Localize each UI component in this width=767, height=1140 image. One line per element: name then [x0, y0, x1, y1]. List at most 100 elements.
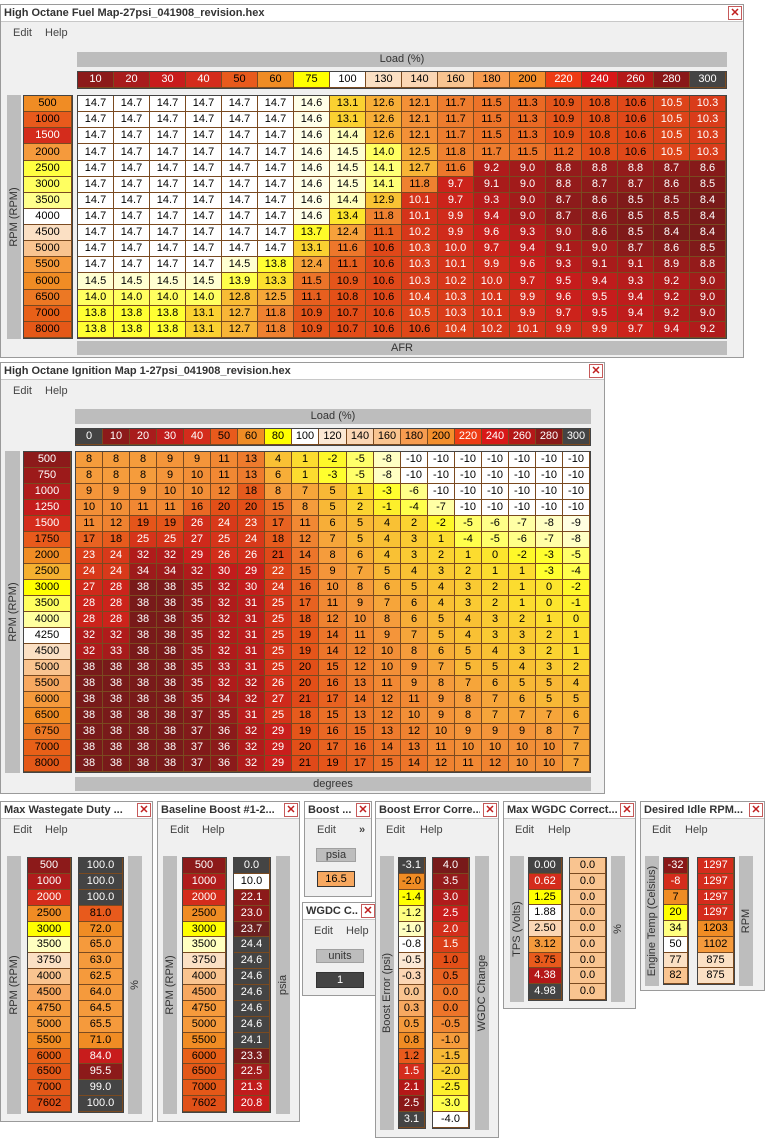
ignition-cell[interactable]: -8: [536, 516, 563, 532]
fuel-cell[interactable]: 12.1: [402, 128, 438, 144]
fuel-cell[interactable]: 10.2: [474, 322, 510, 338]
fuel-cell[interactable]: 10.4: [438, 322, 474, 338]
ignition-cell[interactable]: 38: [76, 756, 103, 772]
rpm-header-cell[interactable]: 1250: [24, 500, 71, 516]
ignition-cell[interactable]: 5: [374, 564, 401, 580]
bb-cell[interactable]: 0.0: [234, 858, 270, 874]
ignition-cell[interactable]: 9: [374, 628, 401, 644]
ignition-cell[interactable]: 4: [455, 612, 482, 628]
fuel-cell[interactable]: 9.1: [474, 177, 510, 193]
fuel-cell[interactable]: 11.8: [438, 144, 474, 161]
ignition-cell[interactable]: 1: [563, 628, 590, 644]
ignition-cell[interactable]: 38: [157, 756, 184, 772]
ignition-cell[interactable]: 10: [319, 580, 347, 596]
ignition-cell[interactable]: 8: [319, 548, 347, 564]
ignition-cell[interactable]: 12: [482, 756, 509, 772]
menu-edit[interactable]: Edit: [652, 824, 671, 836]
ignition-cell[interactable]: 17: [265, 516, 292, 532]
fuel-cell[interactable]: 9.4: [654, 322, 690, 338]
rpm-header-cell[interactable]: 2000: [183, 890, 226, 906]
wg-cell[interactable]: 100.0: [79, 1096, 123, 1112]
temp-header-cell[interactable]: -8: [664, 874, 688, 890]
load-header-cell[interactable]: 10: [103, 429, 130, 445]
fuel-cell[interactable]: 11.6: [438, 161, 474, 177]
ignition-cell[interactable]: 10: [157, 484, 184, 500]
mwc-titlebar[interactable]: Max WGDC Correct... ✕: [504, 802, 635, 819]
bb-cell[interactable]: 22.1: [234, 890, 270, 906]
ignition-cell[interactable]: 12: [401, 724, 428, 740]
fuel-cell[interactable]: 8.5: [654, 193, 690, 209]
idle-cell[interactable]: 1102: [698, 937, 734, 953]
fuel-cell[interactable]: 14.6: [294, 128, 330, 144]
fuel-cell[interactable]: 9.0: [510, 161, 546, 177]
fuel-cell[interactable]: 14.7: [258, 225, 294, 241]
fuel-cell[interactable]: 10.8: [582, 112, 618, 128]
ignition-cell[interactable]: 32: [76, 644, 103, 660]
ignition-cell[interactable]: 14: [347, 692, 374, 708]
ignition-cell[interactable]: 6: [265, 468, 292, 484]
rpm-header-cell[interactable]: 6000: [183, 1049, 226, 1064]
ignition-cell[interactable]: 6: [319, 516, 347, 532]
ignition-cell[interactable]: 21: [265, 548, 292, 564]
fuel-cell[interactable]: 8.5: [618, 225, 654, 241]
fuel-cell[interactable]: 14.7: [78, 128, 114, 144]
ignition-cell[interactable]: 25: [265, 628, 292, 644]
load-header-cell[interactable]: 280: [536, 429, 563, 445]
fuel-cell[interactable]: 14.7: [186, 112, 222, 128]
ignition-cell[interactable]: 3: [482, 612, 509, 628]
fuel-cell[interactable]: 14.4: [330, 128, 366, 144]
boost-error-header-cell[interactable]: 2.1: [399, 1080, 425, 1096]
fuel-cell[interactable]: 10.6: [366, 241, 402, 257]
fuel-cell[interactable]: 10.6: [618, 96, 654, 112]
ignition-cell[interactable]: 35: [184, 628, 211, 644]
ignition-cell[interactable]: 10: [103, 500, 130, 516]
rpm-header-cell[interactable]: 5000: [28, 1017, 71, 1033]
wg-cell[interactable]: 99.0: [79, 1080, 123, 1096]
fuel-cell[interactable]: 14.7: [150, 193, 186, 209]
ignition-cell[interactable]: 20: [292, 660, 319, 676]
fuel-cell[interactable]: 12.5: [258, 290, 294, 306]
ignition-cell[interactable]: 13: [347, 676, 374, 692]
boost-error-header-cell[interactable]: -1.2: [399, 906, 425, 922]
ignition-cell[interactable]: 8: [265, 484, 292, 500]
ignition-cell[interactable]: 35: [184, 612, 211, 628]
ignition-cell[interactable]: 17: [319, 740, 347, 756]
fuel-cell[interactable]: 8.4: [690, 225, 726, 241]
rpm-header-cell[interactable]: 6750: [24, 724, 71, 740]
fuel-cell[interactable]: 10.9: [330, 273, 366, 290]
rpm-header-cell[interactable]: 6000: [28, 1049, 71, 1064]
ignition-cell[interactable]: 7: [509, 708, 536, 724]
wg-cell[interactable]: 62.5: [79, 969, 123, 985]
fuel-cell[interactable]: 14.7: [258, 177, 294, 193]
fuel-cell[interactable]: 10.3: [690, 112, 726, 128]
bb-cell[interactable]: 24.6: [234, 985, 270, 1001]
ignition-cell[interactable]: 7: [482, 692, 509, 708]
ignition-cell[interactable]: 15: [319, 660, 347, 676]
ignition-cell[interactable]: 32: [238, 740, 265, 756]
fuel-cell[interactable]: 14.0: [186, 290, 222, 306]
fuel-cell[interactable]: 10.1: [474, 306, 510, 322]
idle-cell[interactable]: 875: [698, 953, 734, 968]
fuel-cell[interactable]: 10.6: [618, 144, 654, 161]
close-icon[interactable]: ✕: [356, 803, 370, 817]
ignition-cell[interactable]: 13: [347, 708, 374, 724]
fuel-cell[interactable]: 10.3: [438, 306, 474, 322]
menu-help[interactable]: Help: [685, 824, 708, 836]
ignition-cell[interactable]: -2: [509, 548, 536, 564]
rpm-header-cell[interactable]: 5500: [24, 257, 72, 273]
bec-cell[interactable]: -3.0: [433, 1096, 469, 1112]
ignition-cell[interactable]: 5: [536, 676, 563, 692]
ignition-cell[interactable]: 29: [238, 564, 265, 580]
fuel-cell[interactable]: 14.6: [294, 96, 330, 112]
fuel-cell[interactable]: 14.7: [114, 209, 150, 225]
fuel-cell[interactable]: 10.6: [366, 273, 402, 290]
mwc-cell[interactable]: 0.0: [570, 858, 606, 874]
ignition-cell[interactable]: 9: [184, 452, 211, 468]
ignition-cell[interactable]: 1: [509, 564, 536, 580]
load-header-cell[interactable]: 120: [319, 429, 347, 445]
ignition-cell[interactable]: 10: [428, 724, 455, 740]
ignition-cell[interactable]: 32: [211, 644, 238, 660]
ignition-cell[interactable]: 8: [76, 468, 103, 484]
ignition-cell[interactable]: -10: [401, 468, 428, 484]
ignition-cell[interactable]: 20: [238, 500, 265, 516]
